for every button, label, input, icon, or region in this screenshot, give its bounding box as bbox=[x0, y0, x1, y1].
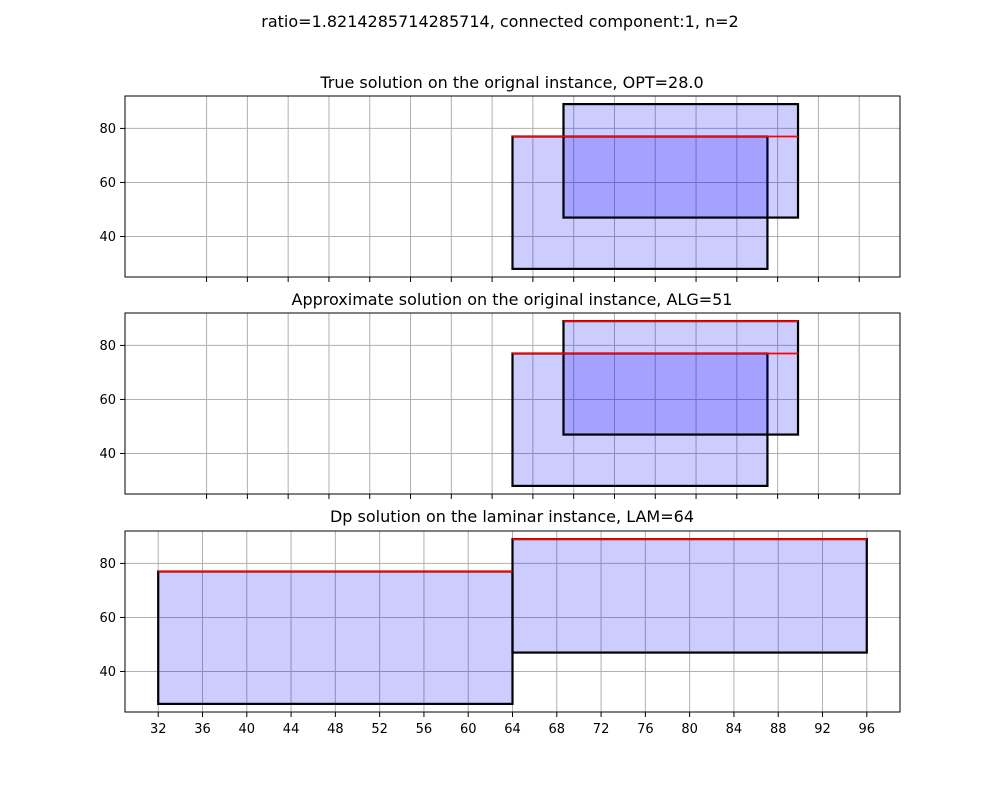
x-tick-label-32: 32 bbox=[150, 722, 167, 737]
x-tick-label-72: 72 bbox=[593, 722, 610, 737]
subplot-1: True solution on the orignal instance, O… bbox=[99, 73, 901, 282]
x-tick-label-64: 64 bbox=[504, 722, 521, 737]
x-tick-label-88: 88 bbox=[770, 722, 787, 737]
interval-rect-2 bbox=[562, 103, 800, 219]
interval-rect-2 bbox=[511, 538, 868, 654]
x-tick-label-96: 96 bbox=[859, 722, 876, 737]
y-tick-label-40: 40 bbox=[99, 665, 116, 680]
x-tick-label-60: 60 bbox=[460, 722, 477, 737]
subplot-1-title: True solution on the orignal instance, O… bbox=[319, 73, 703, 92]
interval-rect-2 bbox=[562, 320, 800, 436]
x-tick-label-36: 36 bbox=[194, 722, 211, 737]
y-tick-label-80: 80 bbox=[99, 339, 116, 354]
y-tick-label-60: 60 bbox=[99, 611, 116, 626]
y-tick-label-80: 80 bbox=[99, 557, 116, 572]
y-tick-label-60: 60 bbox=[99, 393, 116, 408]
axes-frame bbox=[124, 312, 901, 495]
x-tick-label-40: 40 bbox=[239, 722, 256, 737]
subplot-2-plot-area: 40 60 80 bbox=[99, 312, 901, 499]
subplot-3: Dp solution on the laminar instance, LAM… bbox=[99, 507, 901, 737]
y-tick-label-80: 80 bbox=[99, 122, 116, 137]
x-tick-label-84: 84 bbox=[726, 722, 743, 737]
axes-frame bbox=[124, 95, 901, 278]
subplot-2: Approximate solution on the original ins… bbox=[99, 290, 901, 499]
subplot-2-title: Approximate solution on the original ins… bbox=[292, 290, 733, 309]
y-tick-label-40: 40 bbox=[99, 447, 116, 462]
figure-suptitle: ratio=1.8214285714285714, connected comp… bbox=[261, 12, 738, 31]
subplot-1-plot-area: 40 60 80 bbox=[99, 95, 901, 282]
x-tick-label-92: 92 bbox=[814, 722, 831, 737]
x-tick-label-76: 76 bbox=[637, 722, 654, 737]
x-tick-label-56: 56 bbox=[416, 722, 433, 737]
subplot-3-plot-area: 32 36 40 44 48 52 56 60 64 68 72 76 80 84 88 92 96 40 60 80 bbox=[99, 530, 901, 737]
x-tick-label-52: 52 bbox=[371, 722, 388, 737]
y-tick-label-60: 60 bbox=[99, 176, 116, 191]
interval-rect-1 bbox=[157, 570, 514, 705]
x-tick-label-48: 48 bbox=[327, 722, 344, 737]
y-tick-label-40: 40 bbox=[99, 230, 116, 245]
interval-rect-1 bbox=[511, 352, 769, 487]
x-tick-label-80: 80 bbox=[681, 722, 698, 737]
subplot-3-title: Dp solution on the laminar instance, LAM… bbox=[330, 507, 694, 526]
x-tick-label-44: 44 bbox=[283, 722, 300, 737]
interval-rect-1 bbox=[511, 135, 769, 270]
x-tick-label-68: 68 bbox=[549, 722, 566, 737]
